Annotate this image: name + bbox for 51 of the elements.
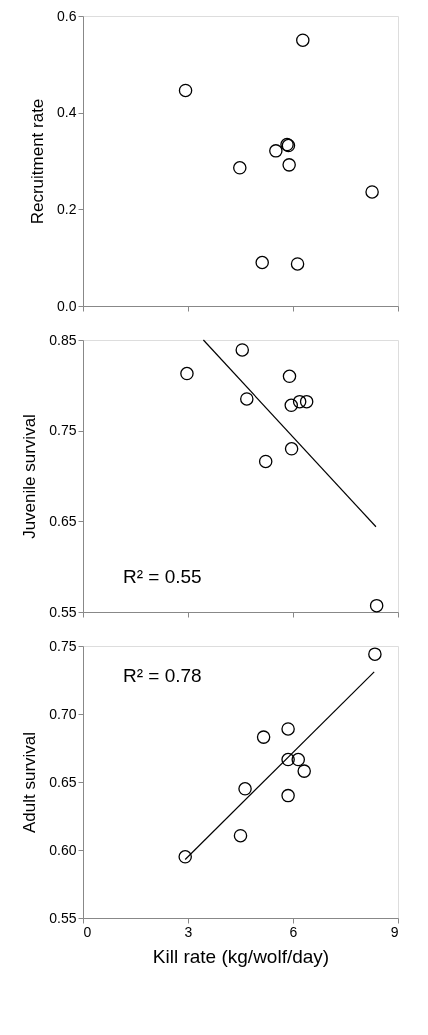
- x-tick-label: 6: [289, 923, 298, 940]
- y-tick-label: 0.75: [49, 422, 77, 439]
- point: [256, 730, 271, 744]
- point: [282, 369, 297, 384]
- y-axis-title: Adult survival: [20, 731, 40, 834]
- point: [269, 144, 283, 158]
- point: [258, 454, 273, 469]
- x-tick-label: 0: [83, 923, 92, 940]
- point: [368, 647, 382, 661]
- point: [299, 394, 314, 409]
- y-axis-title: Juvenile survival: [20, 414, 40, 539]
- y-tick-label: 0.4: [57, 104, 77, 121]
- y-tick-label: 0.75: [49, 637, 77, 654]
- y-tick-label: 0.55: [49, 909, 77, 926]
- point: [178, 83, 193, 98]
- point: [297, 764, 311, 778]
- point: [281, 752, 295, 767]
- y-tick-label: 0.60: [49, 841, 77, 858]
- point: [365, 185, 379, 199]
- point: [238, 782, 252, 796]
- point: [233, 161, 247, 175]
- annotation: R² = 0.55: [123, 566, 202, 587]
- point: [178, 850, 192, 864]
- y-tick-label: 0.6: [57, 7, 77, 24]
- point: [235, 343, 250, 357]
- x-axis-title: Kill rate (kg/wolf/day): [152, 945, 330, 967]
- y-tick-label: 0.2: [57, 200, 77, 217]
- point: [296, 33, 310, 47]
- x-tick-label: 9: [390, 923, 399, 940]
- y-axis-title: Recruitment rate: [28, 98, 48, 225]
- point: [291, 752, 306, 767]
- point: [180, 366, 194, 381]
- point: [369, 598, 384, 613]
- point: [284, 442, 299, 456]
- y-tick-label: 0.65: [49, 512, 77, 529]
- point: [292, 394, 307, 409]
- y-tick-label: 0.70: [49, 705, 77, 722]
- point: [240, 392, 254, 406]
- point: [281, 788, 295, 803]
- y-tick-label: 0.65: [49, 773, 77, 790]
- annotation: R² = 0.78: [123, 665, 202, 686]
- point: [255, 255, 269, 270]
- y-tick-label: 0.0: [57, 297, 77, 314]
- point: [282, 158, 296, 172]
- point: [284, 398, 299, 413]
- y-tick-label: 0.85: [49, 331, 77, 348]
- y-tick-label: 0.55: [49, 603, 77, 620]
- x-tick-label: 3: [184, 923, 193, 940]
- point: [290, 257, 305, 271]
- point: [281, 722, 295, 736]
- point: [233, 828, 248, 843]
